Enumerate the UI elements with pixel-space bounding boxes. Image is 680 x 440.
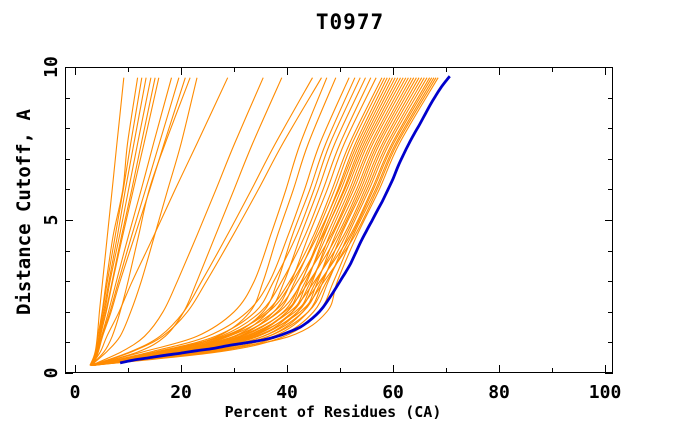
model-curve [91,77,173,366]
model-curve [90,77,433,366]
y-tick-label: 0 [41,368,62,379]
model-curve [90,77,407,366]
y-tick-label: 5 [41,215,62,226]
x-axis-title: Percent of Residues (CA) [224,403,442,421]
model-curve [90,77,198,366]
y-tick-label: 10 [41,56,62,78]
model-curve [90,77,160,366]
model-curve [90,77,264,366]
model-curve [90,77,423,366]
x-tick-label: 20 [170,382,192,403]
model-curve [92,77,431,366]
model-curve [92,77,322,366]
model-curve [90,77,313,366]
model-curve [90,77,229,366]
x-tick-label: 0 [70,382,81,403]
highlighted-curve [119,75,451,365]
model-curve [89,77,139,366]
y-axis-title: Distance Cutoff, A [13,109,35,315]
x-tick-label: 80 [488,382,510,403]
model-curve [90,77,350,366]
x-tick-label: 100 [589,382,622,403]
model-curve [91,77,283,366]
chart-title: T0977 [315,10,385,34]
x-tick-label: 60 [382,382,404,403]
model-curve [90,77,391,366]
model-curve [91,77,415,366]
model-curve [90,77,328,366]
model-curve [91,77,435,366]
model-curve [90,77,191,366]
model-curve [92,77,399,366]
model-curve [93,77,186,366]
x-tick-label: 40 [276,382,298,403]
model-curve [90,77,428,366]
